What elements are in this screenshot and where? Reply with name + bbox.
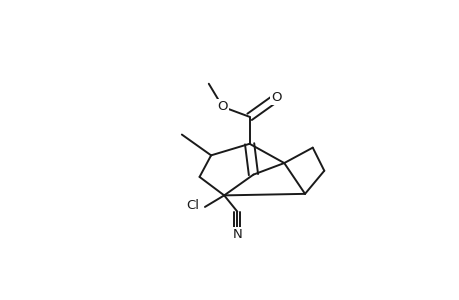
Text: Cl: Cl	[186, 199, 199, 212]
Text: O: O	[271, 91, 281, 104]
Text: O: O	[217, 100, 227, 113]
Text: N: N	[232, 228, 241, 241]
